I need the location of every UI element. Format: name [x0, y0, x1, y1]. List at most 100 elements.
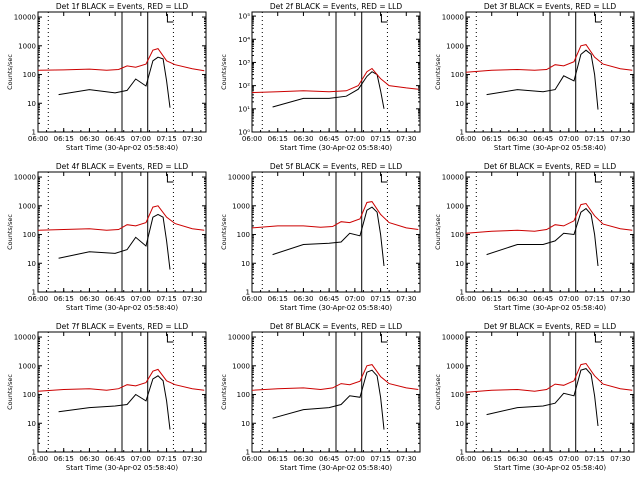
y-axis-label: Counts/sec — [6, 214, 14, 250]
panel-title: Det 9f BLACK = Events, RED = LLD — [484, 322, 617, 331]
x-tick-label: 06:15 — [268, 455, 288, 463]
x-axis-label: Start Time (30-Apr-02 05:58:40) — [280, 304, 392, 312]
events-series-line — [272, 369, 385, 430]
x-tick-label: 07:00 — [131, 295, 151, 303]
x-tick-label: 06:15 — [54, 295, 74, 303]
det-panel-2: Det 2f BLACK = Events, RED = LLD 10⁰ 10¹ 10… — [220, 2, 421, 152]
x-tick-label: 07:30 — [182, 455, 202, 463]
y-tick-label: 10¹ — [238, 105, 250, 113]
det-panel-4: Det 4f BLACK = Events, RED = LLD 1 10 100 10… — [6, 162, 207, 312]
x-tick-label: 07:30 — [396, 455, 416, 463]
y-tick-label: 1 — [246, 289, 250, 297]
y-tick-label: 10 — [241, 260, 250, 268]
events-series-line — [486, 49, 599, 110]
x-axis-label: Start Time (30-Apr-02 05:58:40) — [66, 464, 178, 472]
y-axis-label: Counts/sec — [434, 54, 442, 90]
y-tick-label: 10000 — [442, 334, 464, 342]
lld-series-line — [37, 48, 205, 72]
lld-series-line — [465, 44, 633, 73]
y-tick-label: 10000 — [14, 334, 36, 342]
panel-title: Det 5f BLACK = Events, RED = LLD — [270, 162, 403, 171]
x-tick-label: 07:15 — [584, 135, 604, 143]
x-tick-label: 06:00 — [28, 455, 48, 463]
y-tick-label: 100 — [451, 71, 464, 79]
x-tick-label: 06:45 — [105, 295, 125, 303]
lld-series-line — [251, 67, 419, 94]
y-tick-label: 100 — [451, 231, 464, 239]
y-tick-label: 10 — [27, 420, 36, 428]
x-tick-label: 07:30 — [610, 135, 630, 143]
y-tick-label: 10 — [455, 100, 464, 108]
x-tick-label: 06:45 — [533, 295, 553, 303]
x-tick-label: 06:15 — [482, 135, 502, 143]
y-tick-label: 10000 — [14, 14, 36, 22]
x-tick-label: 06:30 — [79, 455, 99, 463]
events-series-line — [58, 213, 171, 270]
interval-bracket — [166, 174, 174, 183]
det-panel-5: Det 5f BLACK = Events, RED = LLD 1 10 100 10… — [220, 162, 421, 312]
events-series-line — [272, 206, 385, 267]
x-tick-label: 07:00 — [559, 455, 579, 463]
x-axis-label: Start Time (30-Apr-02 05:58:40) — [494, 304, 606, 312]
y-tick-label: 10000 — [442, 174, 464, 182]
x-tick-label: 06:45 — [533, 135, 553, 143]
det-panel-8: Det 8f BLACK = Events, RED = LLD 1 10 100 10… — [220, 322, 421, 472]
interval-bracket — [166, 334, 174, 343]
x-tick-label: 07:00 — [131, 455, 151, 463]
x-tick-label: 06:15 — [482, 455, 502, 463]
y-tick-label: 100 — [237, 231, 250, 239]
y-tick-label: 10000 — [14, 174, 36, 182]
y-tick-label: 100 — [23, 231, 36, 239]
lld-series-line — [251, 364, 419, 391]
lld-series-line — [37, 368, 205, 392]
y-tick-label: 10 — [27, 260, 36, 268]
y-axis-label: Counts/sec — [220, 54, 228, 90]
y-tick-label: 10000 — [228, 334, 250, 342]
x-tick-label: 06:15 — [268, 295, 288, 303]
x-tick-label: 06:45 — [319, 455, 339, 463]
panel-title: Det 8f BLACK = Events, RED = LLD — [270, 322, 403, 331]
events-series-line — [58, 56, 171, 108]
det-panel-7: Det 7f BLACK = Events, RED = LLD 1 10 100 10… — [6, 322, 207, 472]
y-axis-label: Counts/sec — [434, 214, 442, 250]
x-tick-label: 06:30 — [293, 135, 313, 143]
y-tick-label: 1000 — [446, 362, 464, 370]
y-tick-label: 1 — [32, 129, 36, 137]
x-tick-label: 07:15 — [370, 135, 390, 143]
y-tick-label: 10 — [27, 100, 36, 108]
x-tick-label: 06:30 — [293, 455, 313, 463]
x-axis-label: Start Time (30-Apr-02 05:58:40) — [280, 144, 392, 152]
x-tick-label: 06:45 — [319, 295, 339, 303]
lld-series-line — [465, 202, 633, 234]
y-tick-label: 1 — [460, 449, 464, 457]
panel-title: Det 7f BLACK = Events, RED = LLD — [56, 322, 189, 331]
x-tick-label: 07:00 — [131, 135, 151, 143]
x-tick-label: 06:15 — [482, 295, 502, 303]
x-tick-label: 06:15 — [54, 135, 74, 143]
x-tick-label: 06:00 — [456, 455, 476, 463]
x-tick-label: 07:15 — [584, 295, 604, 303]
y-tick-label: 1 — [460, 289, 464, 297]
y-tick-label: 1000 — [18, 202, 36, 210]
y-tick-label: 10⁰ — [238, 129, 250, 137]
y-tick-label: 1 — [246, 449, 250, 457]
lld-series-line — [251, 201, 419, 230]
x-tick-label: 07:30 — [182, 135, 202, 143]
y-tick-label: 10 — [455, 420, 464, 428]
x-tick-label: 06:45 — [533, 455, 553, 463]
x-tick-label: 07:30 — [182, 295, 202, 303]
x-tick-label: 06:30 — [507, 455, 527, 463]
panel-title: Det 4f BLACK = Events, RED = LLD — [56, 162, 189, 171]
y-tick-label: 1000 — [232, 362, 250, 370]
y-tick-label: 10000 — [228, 174, 250, 182]
x-tick-label: 07:00 — [345, 455, 365, 463]
x-tick-label: 07:00 — [345, 135, 365, 143]
det-panel-6: Det 6f BLACK = Events, RED = LLD 1 10 100 10… — [434, 162, 635, 312]
panel-title: Det 3f BLACK = Events, RED = LLD — [484, 2, 617, 11]
y-tick-label: 1000 — [446, 42, 464, 50]
y-tick-label: 1 — [460, 129, 464, 137]
x-tick-label: 07:30 — [610, 295, 630, 303]
x-tick-label: 07:00 — [559, 135, 579, 143]
